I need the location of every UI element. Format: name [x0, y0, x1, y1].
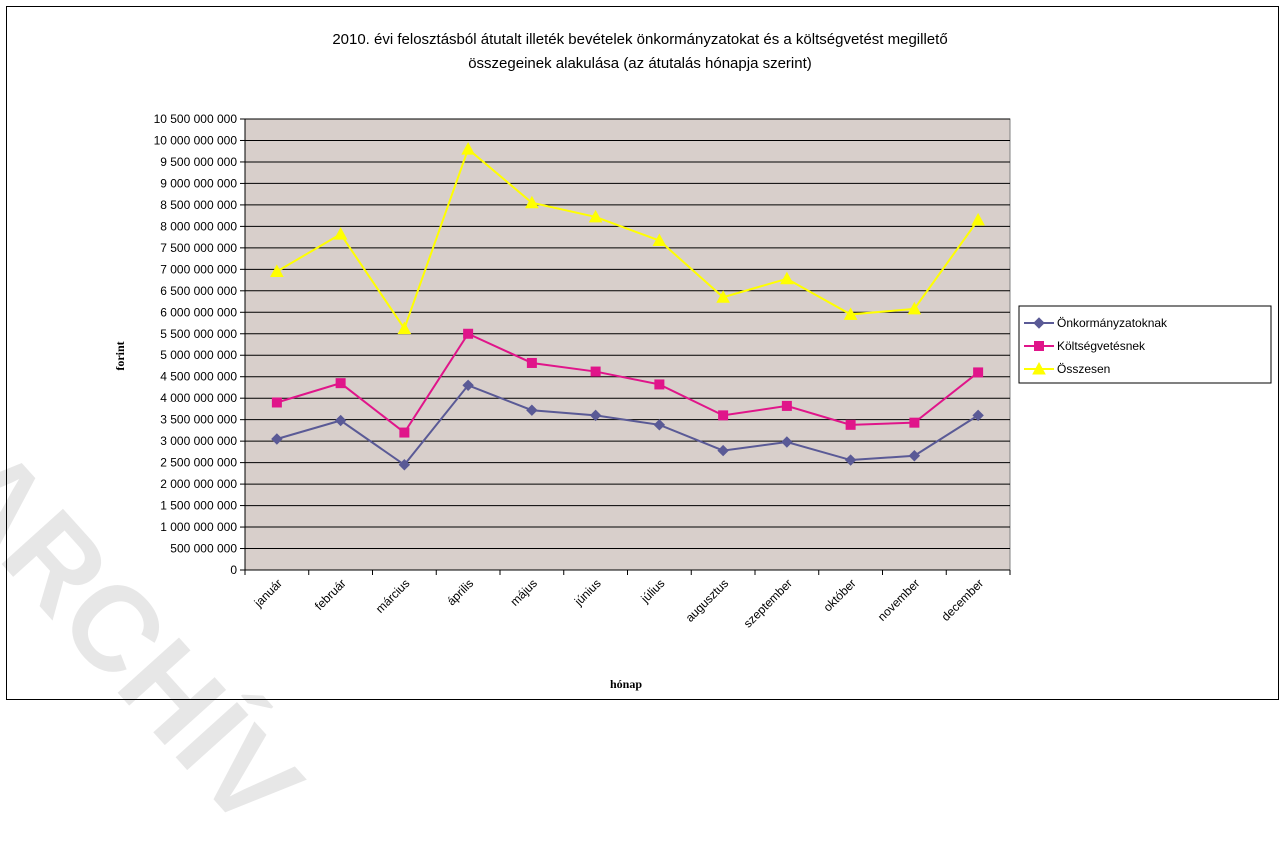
data-point — [271, 433, 283, 445]
data-point — [909, 417, 920, 428]
y-tick-label: 10 000 000 000 — [154, 133, 238, 147]
y-tick-label: 7 000 000 000 — [160, 262, 237, 276]
y-tick-label: 6 000 000 000 — [160, 305, 237, 319]
data-point — [590, 366, 601, 377]
data-point — [589, 409, 602, 422]
x-tick-label: március — [373, 576, 413, 616]
series-line — [276, 332, 979, 435]
data-point — [463, 328, 474, 339]
y-tick-label: 3 000 000 000 — [160, 434, 237, 448]
data-point — [588, 209, 603, 223]
y-tick-label: 10 500 000 000 — [154, 112, 238, 126]
data-point — [270, 264, 284, 277]
y-tick-label: 5 500 000 000 — [160, 327, 237, 341]
y-tick-label: 4 000 000 000 — [160, 391, 237, 405]
y-tick-label: 1 500 000 000 — [160, 499, 237, 513]
series-2 — [271, 328, 984, 438]
x-tick-label: október — [821, 576, 859, 614]
plot-area — [244, 118, 1011, 571]
x-tick-label: január — [251, 576, 285, 610]
data-point — [654, 379, 665, 390]
line-chart: 0 500 000 000 1 000 000 000 1 500 000 000 2 … — [113, 31, 1272, 691]
data-point — [333, 227, 348, 240]
series-3 — [270, 142, 985, 335]
y-axis-title: forint — [113, 341, 127, 370]
data-point — [1033, 317, 1045, 329]
data-point — [717, 444, 729, 457]
x-tick-label: december — [939, 576, 987, 624]
legend-label: Összesen — [1057, 362, 1110, 376]
chart-title-line-2: összegeinek alakulása (az átutalás hónap… — [468, 55, 812, 72]
series-1 — [271, 379, 984, 471]
legend-label: Költségvetésnek — [1057, 339, 1146, 353]
series-lines — [270, 142, 985, 471]
y-tick-labels: 0 500 000 000 1 000 000 000 1 500 000 000 2 … — [154, 112, 238, 577]
data-point — [973, 367, 984, 378]
y-tick-label: 3 500 000 000 — [160, 413, 237, 427]
x-tick-label: július — [638, 576, 668, 606]
data-point — [397, 321, 412, 335]
data-point — [526, 357, 537, 368]
data-point — [781, 400, 792, 411]
y-tick-label: 1 000 000 000 — [160, 520, 237, 534]
y-tick-label: 2 000 000 000 — [160, 477, 237, 491]
x-tick-label: április — [444, 576, 476, 608]
data-point — [462, 379, 474, 392]
series-line — [276, 384, 979, 467]
y-tick-label: 2 500 000 000 — [160, 456, 237, 470]
data-point — [652, 233, 667, 247]
x-tick-label: augusztus — [683, 576, 732, 625]
data-point — [399, 427, 410, 438]
legend: Önkormányzatoknak Költségvetésnek Összesen — [1018, 305, 1272, 384]
y-tick-label: 7 500 000 000 — [160, 241, 237, 255]
x-tick-label: május — [507, 576, 540, 609]
y-tick-label: 8 500 000 000 — [160, 198, 237, 212]
plot-background — [244, 118, 1011, 571]
legend-box — [1018, 305, 1272, 384]
data-point — [971, 212, 985, 226]
x-tick-label: november — [875, 576, 923, 624]
y-tick-label: 8 000 000 000 — [160, 219, 237, 233]
legend-label: Önkormányzatoknak — [1057, 316, 1168, 330]
x-tick-label: június — [571, 576, 604, 609]
gridlines — [245, 118, 1010, 550]
legend-entry: Költségvetésnek — [1024, 339, 1146, 353]
data-point — [334, 414, 347, 427]
x-tick-label: február — [312, 576, 349, 613]
y-tick-label: 500 000 000 — [170, 542, 237, 556]
data-point — [335, 378, 346, 389]
data-point — [845, 419, 856, 430]
data-point — [780, 271, 794, 285]
data-point — [525, 195, 539, 209]
data-point — [972, 409, 984, 422]
y-tick-label: 0 — [230, 563, 237, 577]
data-point — [526, 404, 538, 416]
data-point — [907, 301, 922, 315]
data-point — [1032, 361, 1046, 375]
chart-title-line-1: 2010. évi felosztásból átutalt illeték b… — [332, 31, 947, 48]
y-tick-label: 9 000 000 000 — [160, 176, 237, 190]
data-point — [844, 454, 857, 466]
axes — [240, 118, 1011, 575]
data-point — [781, 436, 793, 448]
y-tick-label: 5 000 000 000 — [160, 348, 237, 362]
y-tick-label: 4 500 000 000 — [160, 370, 237, 384]
data-point — [843, 307, 858, 320]
data-point — [653, 419, 666, 431]
data-point — [271, 397, 282, 408]
series-line — [276, 147, 979, 331]
legend-entry: Összesen — [1024, 361, 1110, 376]
data-point — [716, 290, 730, 303]
data-point — [908, 450, 921, 462]
data-point — [461, 142, 475, 155]
y-tick-label: 9 500 000 000 — [160, 155, 237, 169]
legend-entry: Önkormányzatoknak — [1024, 316, 1168, 330]
data-point — [398, 459, 411, 471]
data-point — [1034, 341, 1044, 351]
x-tick-label: szeptember — [741, 576, 795, 630]
data-point — [718, 410, 729, 421]
x-axis-title: hónap — [610, 677, 642, 691]
x-tick-labels: január február március április május június jú… — [251, 576, 986, 630]
y-tick-label: 6 500 000 000 — [160, 284, 237, 298]
